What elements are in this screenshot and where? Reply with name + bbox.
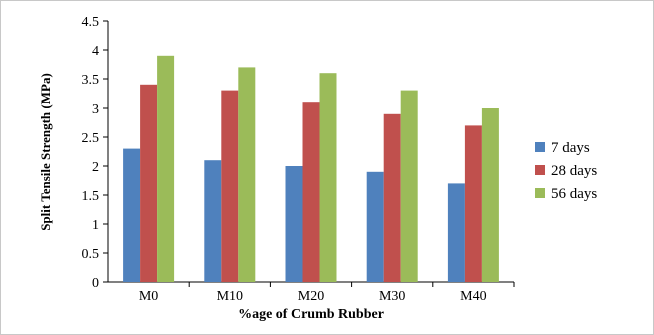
y-tick-label: 0.5 bbox=[82, 247, 100, 262]
x-tick-label: M10 bbox=[217, 289, 243, 304]
y-tick-label: 4.5 bbox=[82, 15, 100, 30]
y-tick-label: 1 bbox=[92, 218, 99, 233]
x-tick-label: M40 bbox=[460, 289, 486, 304]
y-tick-label: 3.5 bbox=[82, 73, 100, 88]
legend-label: 28 days bbox=[551, 163, 597, 179]
y-tick-label: 3 bbox=[92, 102, 99, 117]
x-axis-label: %age of Crumb Rubber bbox=[238, 307, 384, 322]
legend-label: 56 days bbox=[551, 186, 597, 202]
bar-7-days-M0 bbox=[123, 148, 141, 282]
y-tick-label: 2 bbox=[92, 160, 99, 175]
bars bbox=[123, 55, 499, 283]
legend-swatch-28-days bbox=[535, 165, 545, 175]
x-axis bbox=[108, 281, 515, 287]
bar-7-days-M20 bbox=[285, 166, 303, 282]
bar-28-days-M20 bbox=[302, 102, 320, 282]
bar-28-days-M30 bbox=[383, 113, 401, 282]
bar-7-days-M30 bbox=[366, 171, 384, 282]
bar-28-days-M40 bbox=[464, 125, 482, 283]
bar-56-days-M30 bbox=[400, 90, 418, 282]
legend-swatch-7-days bbox=[535, 142, 545, 152]
y-tick-label: 1.5 bbox=[82, 189, 100, 204]
bar-28-days-M10 bbox=[221, 90, 239, 282]
legend-swatch-56-days bbox=[535, 188, 545, 198]
y-tick-labels: 0 0.5 1 1.5 2 2.5 3 3.5 4 4.5 bbox=[82, 15, 100, 291]
y-tick-label: 0 bbox=[92, 276, 99, 291]
bar-7-days-M10 bbox=[204, 160, 222, 282]
legend: 7 days 28 days 56 days bbox=[535, 140, 597, 202]
bar-28-days-M0 bbox=[140, 84, 158, 282]
x-tick-label: M0 bbox=[139, 289, 158, 304]
bar-7-days-M40 bbox=[447, 183, 465, 282]
bar-56-days-M20 bbox=[319, 73, 337, 282]
y-tick-label: 4 bbox=[92, 44, 99, 59]
x-tick-label: M30 bbox=[379, 289, 405, 304]
x-tick-labels: M0 M10 M20 M30 M40 bbox=[139, 289, 487, 304]
y-axis bbox=[103, 20, 109, 283]
bar-56-days-M0 bbox=[157, 55, 175, 282]
bar-56-days-M40 bbox=[481, 108, 499, 282]
bar-56-days-M10 bbox=[238, 67, 256, 283]
y-axis-label: Split Tensile Strength (MPa) bbox=[38, 73, 53, 231]
legend-label: 7 days bbox=[551, 140, 590, 156]
y-tick-label: 2.5 bbox=[82, 131, 100, 146]
x-tick-label: M20 bbox=[298, 289, 324, 304]
